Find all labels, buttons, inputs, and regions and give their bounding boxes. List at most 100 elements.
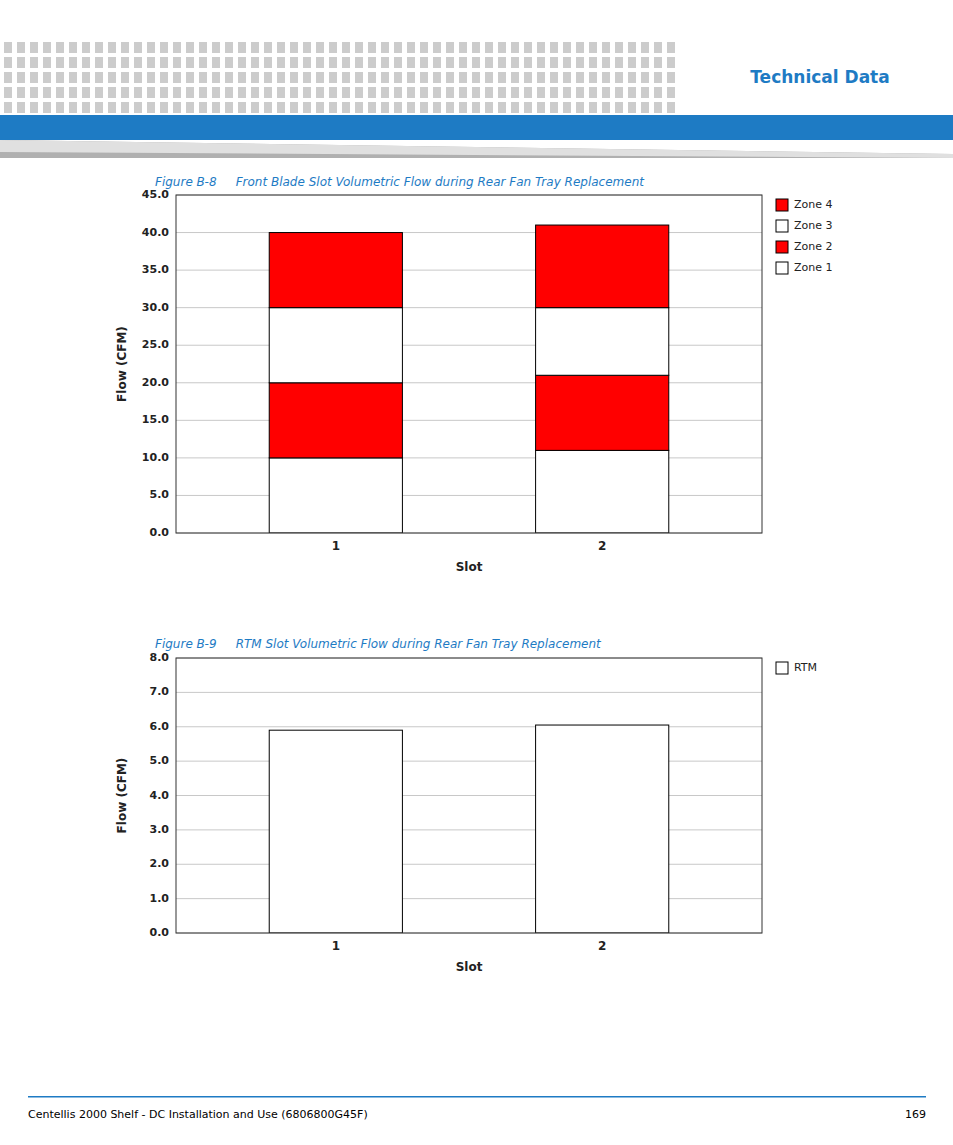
header-dot: [407, 72, 415, 83]
header-dot: [225, 87, 233, 98]
header-dot: [17, 102, 25, 113]
y-tick-label: 5.0: [150, 488, 170, 501]
header-dot: [342, 102, 350, 113]
header-dot: [615, 57, 623, 68]
header-dot: [394, 102, 402, 113]
header-dot: [667, 102, 675, 113]
header-dot: [95, 102, 103, 113]
header-dot: [17, 42, 25, 53]
header-dot: [212, 57, 220, 68]
header-dot: [82, 87, 90, 98]
header-dot: [459, 87, 467, 98]
header-dot: [303, 72, 311, 83]
header-dot: [589, 42, 597, 53]
header-dot: [589, 102, 597, 113]
header-dot: [511, 42, 519, 53]
header-dot: [537, 102, 545, 113]
header-dot: [485, 102, 493, 113]
chart: Figure B-8 Front Blade Slot Volumetric F…: [115, 175, 833, 574]
header-dot: [4, 57, 12, 68]
header-dot: [225, 102, 233, 113]
header-dot: [537, 42, 545, 53]
header-dot: [121, 42, 129, 53]
header-dot: [316, 102, 324, 113]
header-wedge: [0, 140, 953, 158]
header-dot: [212, 102, 220, 113]
header-dot: [407, 57, 415, 68]
header-wedge: [0, 140, 953, 158]
header-dot: [576, 72, 584, 83]
y-tick-label: 20.0: [142, 376, 169, 389]
header-dot: [264, 102, 272, 113]
header-dot: [628, 57, 636, 68]
x-tick-label: 1: [332, 539, 340, 553]
header-dot: [485, 42, 493, 53]
header-dot: [381, 42, 389, 53]
header-dot: [550, 102, 558, 113]
grid-line: [176, 420, 762, 421]
legend-label: Zone 4: [794, 198, 833, 211]
header-dot: [82, 57, 90, 68]
grid-line: [176, 495, 762, 496]
header-dot: [316, 42, 324, 53]
header-dot: [95, 42, 103, 53]
header-dot: [186, 72, 194, 83]
header-dot: [199, 72, 207, 83]
header-dot: [134, 72, 142, 83]
header-dot: [433, 57, 441, 68]
header-dot: [394, 72, 402, 83]
chart-title: Figure B-8 Front Blade Slot Volumetric F…: [155, 175, 645, 189]
header-dot: [199, 87, 207, 98]
header-dot: [537, 72, 545, 83]
header-dot: [173, 42, 181, 53]
header-dot: [459, 42, 467, 53]
header-dot: [407, 42, 415, 53]
plot-area: [176, 195, 762, 533]
header-dot: [576, 87, 584, 98]
header-dot: [420, 42, 428, 53]
header-dot: [95, 87, 103, 98]
y-tick-label: 1.0: [150, 892, 170, 905]
header-dot: [667, 87, 675, 98]
header-dot: [498, 87, 506, 98]
x-tick-label: 1: [332, 939, 340, 953]
header-dot: [43, 42, 51, 53]
header-dot: [368, 102, 376, 113]
grid-line: [176, 795, 762, 796]
header-dot: [43, 102, 51, 113]
header-dot: [147, 57, 155, 68]
header-dot: [238, 87, 246, 98]
header-dot: [498, 102, 506, 113]
header-dot: [563, 87, 571, 98]
legend: RTM: [776, 661, 817, 674]
header-dot: [654, 102, 662, 113]
grid-line: [176, 270, 762, 271]
header-dot: [667, 57, 675, 68]
header-dot: [407, 87, 415, 98]
header-dot: [303, 57, 311, 68]
header-dot: [199, 57, 207, 68]
header-dot: [186, 102, 194, 113]
x-axis-label: Slot: [456, 960, 483, 974]
header-dot: [30, 87, 38, 98]
header-dot: [329, 57, 337, 68]
y-tick-label: 7.0: [150, 685, 170, 698]
header-dot: [303, 102, 311, 113]
y-tick-label: 0.0: [150, 526, 170, 539]
header-dot: [316, 72, 324, 83]
header-dot: [147, 72, 155, 83]
header-dot: [30, 72, 38, 83]
header-dot: [342, 42, 350, 53]
header-dot: [160, 87, 168, 98]
legend: Zone 4Zone 3Zone 2Zone 1: [776, 198, 833, 274]
header-dot: [589, 87, 597, 98]
header-dot: [550, 57, 558, 68]
header-dot: [381, 72, 389, 83]
header-dot: [212, 72, 220, 83]
bar: [269, 233, 402, 308]
header-dot: [56, 102, 64, 113]
header-dot: [56, 72, 64, 83]
header-dot: [381, 57, 389, 68]
header-dot: [602, 57, 610, 68]
header-dot: [433, 87, 441, 98]
